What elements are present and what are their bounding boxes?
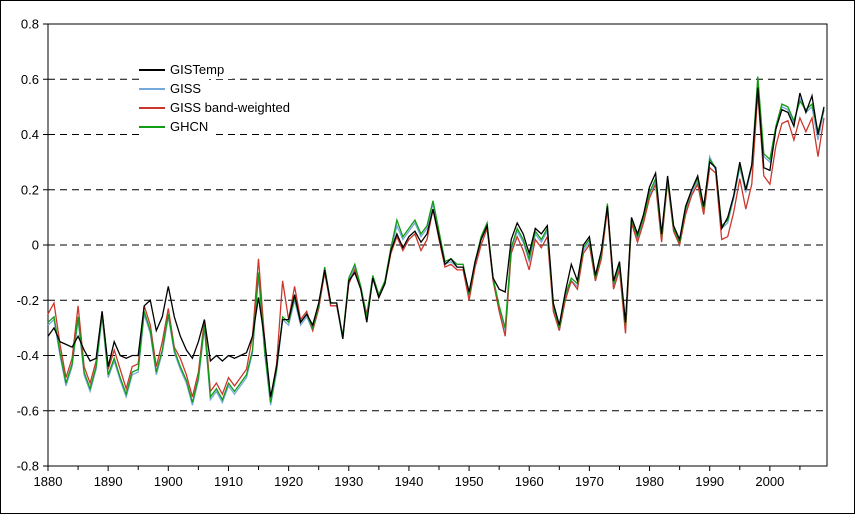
- y-tick-label: -0.2: [17, 293, 39, 308]
- legend-item-ghcn: GHCN: [139, 117, 217, 136]
- x-tick-label: 1890: [94, 474, 123, 489]
- x-tick-label: 2000: [755, 474, 784, 489]
- gistemp-line-sample: [139, 68, 165, 71]
- y-tick-label: 0: [32, 238, 39, 253]
- legend: GISTemp GISS GISS band-weighted GHCN: [139, 60, 298, 136]
- legend-label-giss: GISS: [170, 81, 202, 96]
- x-tick-label: 1950: [455, 474, 484, 489]
- legend-item-giss: GISS: [139, 79, 210, 98]
- y-tick-label: 0.2: [21, 182, 39, 197]
- y-tick-label: -0.6: [17, 403, 39, 418]
- x-tick-label: 1880: [34, 474, 63, 489]
- legend-item-giss-band-weighted: GISS band-weighted: [139, 98, 298, 117]
- x-tick-label: 1960: [515, 474, 544, 489]
- series-line-giss-band-weighted: [47, 93, 825, 400]
- series-line-gistemp: [47, 87, 825, 398]
- giss-line-sample: [139, 87, 165, 90]
- y-tick-label: 0.6: [21, 72, 39, 87]
- x-tick-label: 1900: [154, 474, 183, 489]
- y-tick-label: 0.4: [21, 127, 39, 142]
- legend-label-gistemp: GISTemp: [170, 62, 225, 77]
- y-tick-label: -0.8: [17, 459, 39, 474]
- y-tick-label: 0.8: [21, 17, 39, 32]
- x-tick-label: 1930: [334, 474, 363, 489]
- ghcn-line-sample: [139, 125, 165, 128]
- x-tick-label: 1940: [394, 474, 423, 489]
- x-tick-label: 1980: [635, 474, 664, 489]
- giss-band-weighted-line-sample: [139, 106, 165, 109]
- legend-label-ghcn: GHCN: [170, 119, 209, 134]
- legend-item-gistemp: GISTemp: [139, 60, 233, 79]
- x-tick-label: 1910: [214, 474, 243, 489]
- x-tick-label: 1920: [274, 474, 303, 489]
- y-tick-label: -0.4: [17, 348, 39, 363]
- x-tick-label: 1990: [695, 474, 724, 489]
- x-tick-label: 1970: [575, 474, 604, 489]
- legend-label-giss-band-weighted: GISS band-weighted: [170, 100, 290, 115]
